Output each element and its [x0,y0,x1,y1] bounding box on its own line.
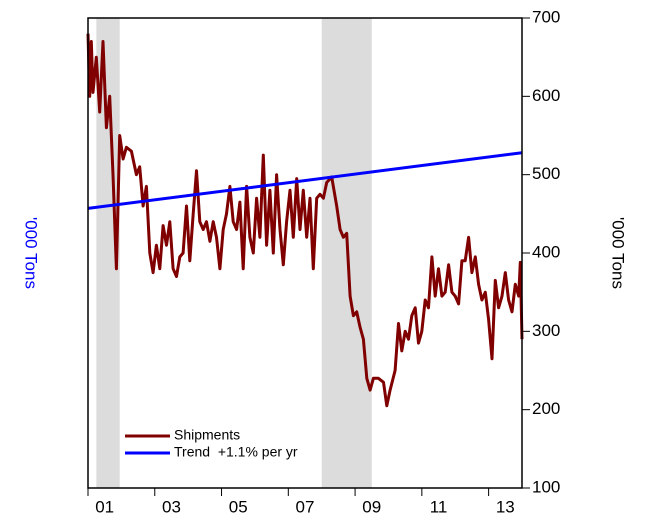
x-tick-label: 13 [496,497,515,516]
legend-label: Shipments [174,427,240,443]
series-line [86,33,524,408]
y-tick-label: 600 [532,86,560,105]
recession-shade [96,18,120,488]
y-tick-label: 400 [532,242,560,261]
x-tick-label: 09 [362,497,381,516]
x-tick-label: 07 [296,497,315,516]
y-tick-label: 300 [532,321,560,340]
x-tick-label: 01 [95,497,114,516]
x-tick-label: 03 [162,497,181,516]
x-tick-label: 05 [229,497,248,516]
y-tick-label: 700 [532,7,560,26]
y2-axis-label: '000 Tons [609,217,628,289]
legend-label: Trend +1.1% per yr [174,444,298,460]
series-line [87,151,523,210]
x-tick-label: 11 [430,497,448,516]
y-tick-label: 100 [532,477,560,496]
y-tick-label: 200 [532,399,560,418]
y-axis-label: '000 Tons [22,217,41,289]
y-tick-label: 500 [532,164,560,183]
plot-frame [87,17,523,489]
